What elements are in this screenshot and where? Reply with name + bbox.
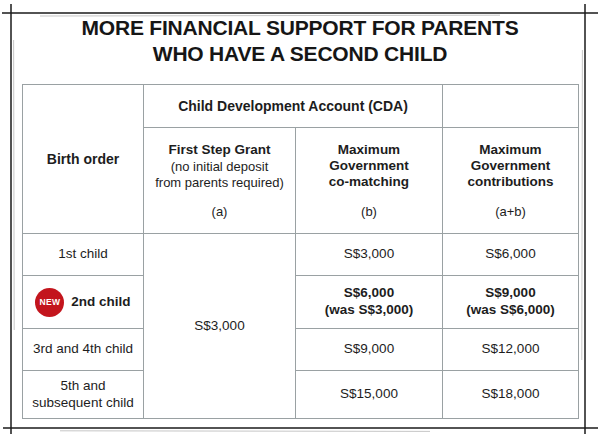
row-label-2nd-child: NEW 2nd child <box>23 276 144 329</box>
new-badge: NEW <box>35 288 64 317</box>
contributions-title: Maximum Government contributions <box>447 142 574 191</box>
co-matching-2nd-child: S$6,000 (was S$3,000) <box>296 276 443 329</box>
co-matching-code: (b) <box>300 204 438 219</box>
table-row: 1st child S$3,000 S$3,000 S$6,000 <box>23 234 579 276</box>
header-cda-group: Child Development Account (CDA) <box>144 85 443 128</box>
co-matching-3rd-4th-child: S$9,000 <box>296 329 443 371</box>
co-matching-5th-child: S$15,000 <box>296 371 443 419</box>
header-first-step-grant: First Step Grant (no initial deposit fro… <box>144 128 296 234</box>
page-title: MORE FINANCIAL SUPPORT FOR PARENTS WHO H… <box>0 15 600 66</box>
merged-first-step-grant-value: S$3,000 <box>144 234 296 419</box>
infographic-page: MORE FINANCIAL SUPPORT FOR PARENTS WHO H… <box>0 0 600 438</box>
header-empty-cell <box>443 85 579 128</box>
first-step-grant-note: (no initial deposit from parents require… <box>148 159 291 190</box>
co-matching-1st-child: S$3,000 <box>296 234 443 276</box>
row-label-3rd-4th-child: 3rd and 4th child <box>23 329 144 371</box>
co-matching-title: Maximum Government co-matching <box>300 142 438 191</box>
table-row: 3rd and 4th child S$9,000 S$12,000 <box>23 329 579 371</box>
table-row: 5th and subsequent child S$15,000 S$18,0… <box>23 371 579 419</box>
header-birth-order: Birth order <box>23 85 144 234</box>
cda-support-table: Birth order Child Development Account (C… <box>22 84 579 419</box>
contributions-3rd-4th-child: S$12,000 <box>443 329 579 371</box>
row-label-5th-child: 5th and subsequent child <box>23 371 144 419</box>
header-contributions: Maximum Government contributions (a+b) <box>443 128 579 234</box>
contributions-5th-child: S$18,000 <box>443 371 579 419</box>
page-title-line2: WHO HAVE A SECOND CHILD <box>0 41 600 67</box>
contributions-2nd-child: S$9,000 (was S$6,000) <box>443 276 579 329</box>
contributions-1st-child: S$6,000 <box>443 234 579 276</box>
first-step-grant-title: First Step Grant <box>148 142 291 158</box>
header-co-matching: Maximum Government co-matching (b) <box>296 128 443 234</box>
contributions-code: (a+b) <box>447 204 574 219</box>
first-step-grant-code: (a) <box>148 204 291 219</box>
page-title-line1: MORE FINANCIAL SUPPORT FOR PARENTS <box>0 15 600 41</box>
table-row-highlighted: NEW 2nd child S$6,000 (was S$3,000) S$9,… <box>23 276 579 329</box>
row-label-1st-child: 1st child <box>23 234 144 276</box>
